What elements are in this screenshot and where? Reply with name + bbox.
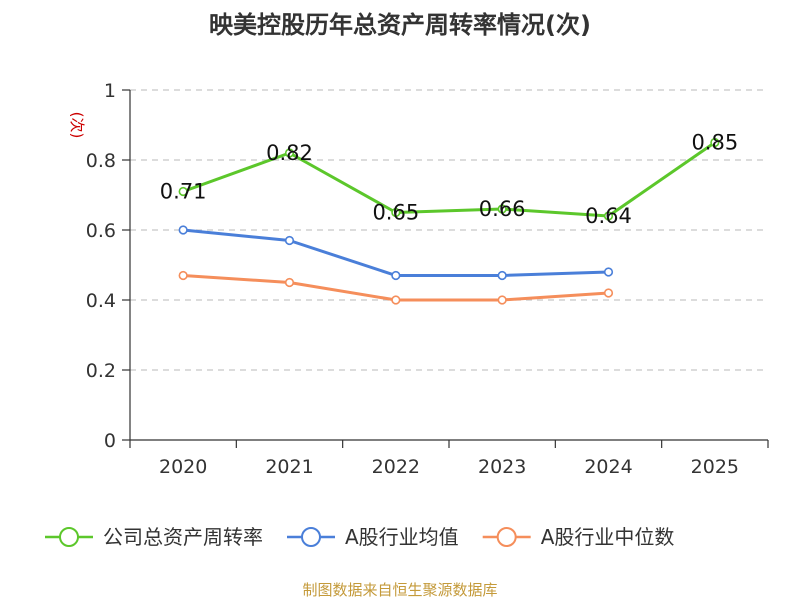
x-tick-label: 2021 (265, 456, 313, 478)
legend: 公司总资产周转率 A股行业均值 A股行业中位数 (45, 525, 674, 549)
series-line-1 (183, 228, 609, 277)
y-tick-label: 0.6 (86, 220, 116, 242)
legend-label: A股行业中位数 (541, 525, 675, 549)
y-tick-label: 1 (104, 80, 116, 102)
data-labels: 0.71 0.82 0.65 0.66 0.64 0.85 (160, 131, 738, 229)
legend-label: A股行业均值 (345, 525, 459, 549)
data-point (603, 211, 614, 221)
data-label: 0.64 (585, 204, 632, 228)
source-note: 制图数据来自恒生聚源数据库 (302, 581, 497, 599)
y-axis-label: (次) (68, 112, 86, 139)
y-tick-label: 0 (104, 430, 116, 452)
data-point (178, 270, 188, 281)
legend-marker (59, 527, 79, 547)
data-point (603, 267, 614, 277)
data-point (284, 148, 295, 158)
data-point (603, 288, 614, 298)
x-tick-label: 2023 (478, 456, 526, 478)
legend-marker (496, 527, 517, 547)
y-tick-label: 0.4 (86, 290, 116, 312)
data-label: 0.85 (691, 131, 738, 155)
data-point (497, 270, 507, 281)
y-tick-label: 0.8 (86, 150, 116, 172)
x-tick-label: 2025 (691, 456, 739, 478)
data-point (391, 207, 401, 218)
data-point (710, 137, 720, 148)
legend-marker (301, 527, 321, 547)
axes: 0 0.2 0.4 0.6 0.8 1 2020 2021 2022 2023 2024 2025 (86, 80, 769, 478)
legend-label: 公司总资产周转率 (103, 525, 263, 549)
x-tick-label: 2024 (584, 456, 632, 478)
grid (130, 89, 768, 371)
data-point (284, 277, 295, 288)
data-point (497, 295, 507, 305)
data-label: 0.65 (372, 201, 419, 225)
data-label: 0.82 (266, 141, 313, 165)
series-line-0 (182, 141, 716, 218)
data-label: 0.71 (160, 180, 207, 204)
chart-title: 映美控股历年总资产周转率情况(次) (209, 11, 591, 39)
x-tick-label: 2020 (159, 456, 207, 478)
x-tick-label: 2022 (372, 456, 420, 478)
data-label: 0.66 (479, 197, 526, 221)
data-point (391, 270, 401, 281)
y-tick-label: 0.2 (86, 360, 116, 382)
series-group (178, 137, 720, 305)
data-point (284, 235, 295, 246)
data-point (178, 225, 188, 235)
data-point (497, 204, 507, 214)
data-point (391, 295, 401, 305)
data-point (178, 186, 188, 197)
